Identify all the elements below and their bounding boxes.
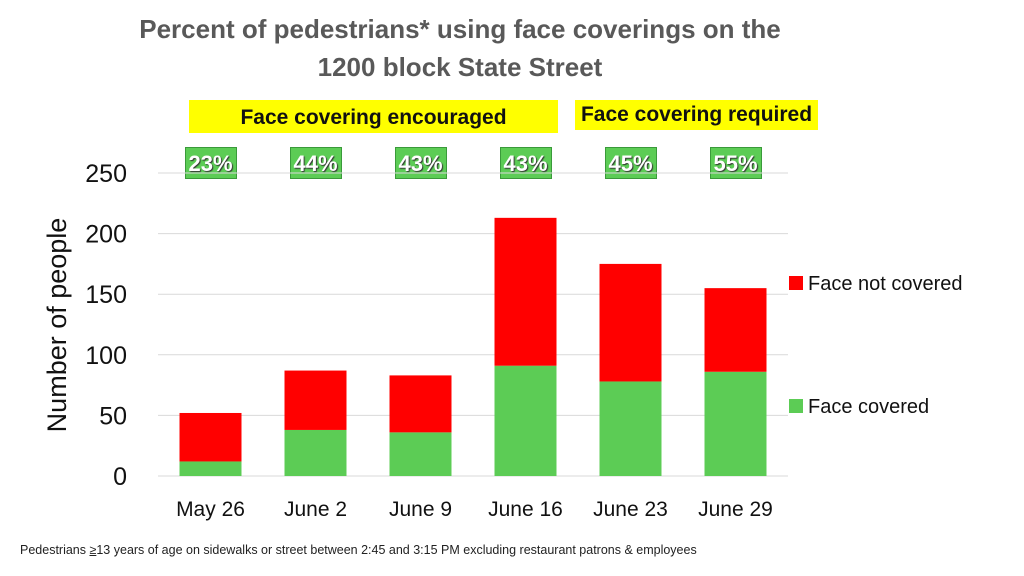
percent-covered-label: 23% bbox=[184, 147, 237, 179]
percent-covered-label: 43% bbox=[499, 147, 552, 179]
y-tick-label: 0 bbox=[113, 463, 127, 491]
bar-face-covered bbox=[179, 461, 242, 476]
bar-face-not-covered bbox=[389, 375, 452, 433]
footnote: Pedestrians ≥13 years of age on sidewalk… bbox=[20, 543, 697, 557]
legend-swatch bbox=[789, 276, 803, 290]
percent-covered-label: 43% bbox=[394, 147, 447, 179]
bar-face-not-covered bbox=[704, 288, 767, 372]
y-tick-label: 150 bbox=[85, 281, 127, 309]
bar-face-not-covered bbox=[284, 370, 347, 430]
legend-label: Face covered bbox=[808, 396, 929, 418]
y-tick-label: 200 bbox=[85, 221, 127, 249]
percent-covered-label: 45% bbox=[604, 147, 657, 179]
bar-face-covered bbox=[704, 371, 767, 476]
chart-title-line-2: 1200 block State Street bbox=[317, 52, 603, 82]
annotation-encouraged: Face covering encouraged bbox=[189, 100, 558, 133]
x-tick-label: June 29 bbox=[698, 498, 773, 521]
y-axis-label: Number of people bbox=[42, 218, 72, 433]
bar-face-covered bbox=[284, 429, 347, 476]
x-tick-label: May 26 bbox=[176, 498, 245, 521]
percent-covered-label: 44% bbox=[289, 147, 342, 179]
legend-swatch bbox=[789, 399, 803, 413]
x-tick-label: June 23 bbox=[593, 498, 668, 521]
x-tick-label: June 9 bbox=[389, 498, 452, 521]
percent-covered-label: 55% bbox=[709, 147, 762, 179]
legend-label: Face not covered bbox=[808, 273, 963, 295]
bar-face-covered bbox=[599, 381, 662, 476]
bar-face-not-covered bbox=[494, 217, 557, 366]
bar-face-covered bbox=[494, 365, 557, 476]
x-tick-label: June 2 bbox=[284, 498, 347, 521]
x-tick-label: June 16 bbox=[488, 498, 563, 521]
chart-title-line-1: Percent of pedestrians* using face cover… bbox=[139, 14, 781, 44]
bar-face-covered bbox=[389, 432, 452, 476]
y-tick-label: 250 bbox=[85, 160, 127, 188]
y-tick-label: 50 bbox=[99, 402, 127, 430]
y-tick-label: 100 bbox=[85, 342, 127, 370]
annotation-required: Face covering required bbox=[575, 100, 818, 130]
bar-face-not-covered bbox=[599, 263, 662, 382]
bar-face-not-covered bbox=[179, 412, 242, 462]
